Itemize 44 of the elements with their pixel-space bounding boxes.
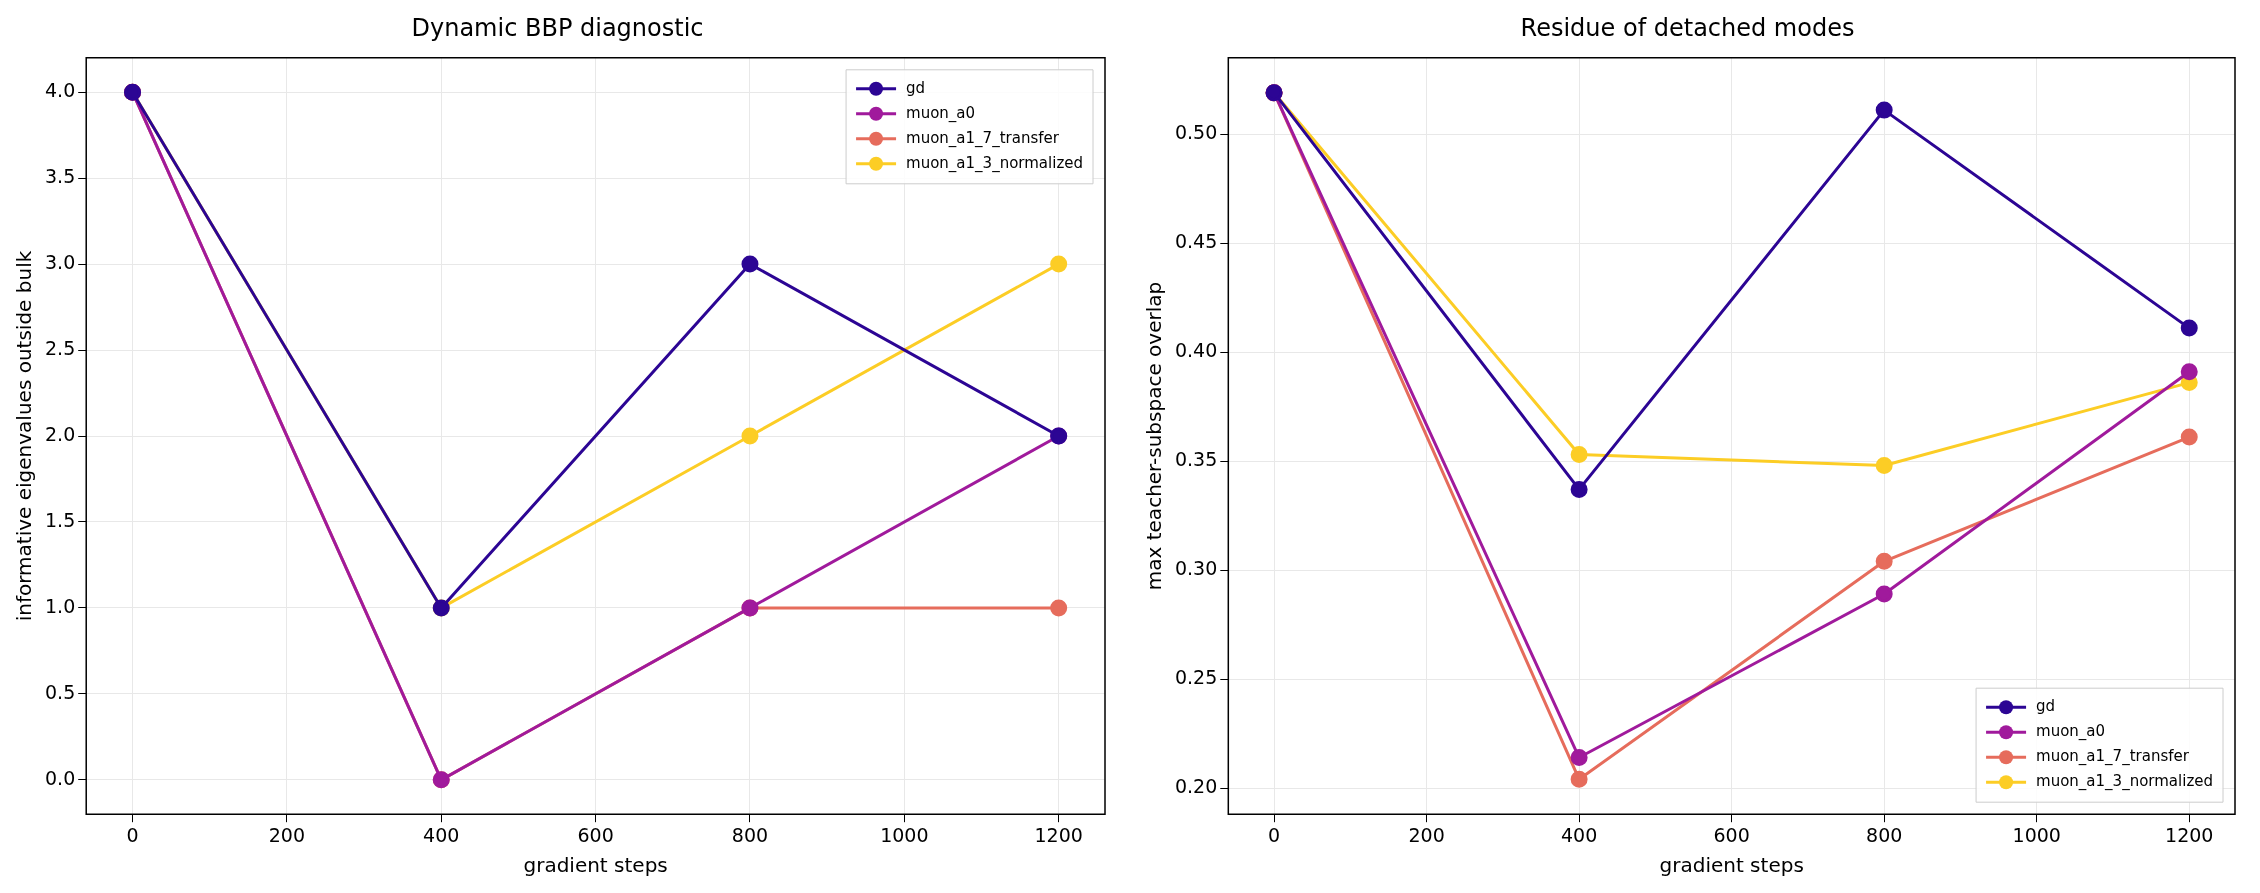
- x-tick-label: 200: [268, 823, 306, 846]
- y-tick-label: 1.0: [45, 594, 76, 617]
- y-tick-label: 4.0: [45, 79, 76, 102]
- legend-label: gd: [2036, 697, 2056, 716]
- y-axis-title: max teacher-subspace overlap: [1142, 281, 1167, 591]
- legend-label: muon_a1_3_normalized: [906, 153, 1084, 173]
- legend-label: muon_a1_7_transfer: [906, 128, 1060, 148]
- x-tick-label: 1200: [1034, 823, 1083, 846]
- x-tick-label: 400: [1560, 823, 1598, 846]
- legend-label: muon_a0: [906, 103, 976, 123]
- x-tick-label: 200: [1408, 823, 1445, 846]
- y-tick-label: 0.25: [1174, 665, 1218, 688]
- x-tick-label: 600: [577, 823, 614, 846]
- x-tick-label: 800: [1866, 823, 1903, 846]
- y-tick-label: 2.5: [45, 336, 76, 359]
- x-tick-label: 600: [1713, 823, 1750, 846]
- y-axis-title: informative eigenvalues outside bulk: [12, 250, 37, 622]
- y-tick-label: 0.20: [1174, 774, 1218, 797]
- x-tick-label: 400: [423, 823, 460, 846]
- y-tick-label: 3.0: [45, 251, 76, 274]
- y-tick-label: 0.5: [45, 680, 76, 703]
- x-tick-label: 1000: [880, 823, 929, 846]
- x-tick-label: 1200: [2165, 823, 2214, 846]
- legend-label: muon_a1_3_normalized: [2036, 772, 2214, 792]
- legend-label: gd: [906, 78, 926, 97]
- y-tick-label: 0.0: [45, 766, 76, 789]
- x-axis-title: gradient steps: [1659, 853, 1804, 878]
- y-tick-label: 0.35: [1174, 448, 1218, 471]
- legend-label: muon_a0: [2036, 722, 2106, 742]
- x-axis-title: gradient steps: [523, 853, 668, 878]
- y-tick-label: 0.30: [1174, 557, 1218, 579]
- y-tick-label: 0.45: [1174, 230, 1218, 253]
- chart-title: Residue of detached modes: [1520, 13, 1855, 42]
- y-tick-label: 2.0: [45, 422, 76, 445]
- x-tick-label: 800: [731, 823, 769, 846]
- x-tick-label: 0: [1268, 823, 1281, 846]
- y-tick-label: 0.40: [1174, 339, 1218, 362]
- x-tick-label: 1000: [2012, 823, 2061, 846]
- y-tick-label: 0.50: [1174, 121, 1218, 144]
- x-tick-label: 0: [126, 823, 139, 846]
- legend-label: muon_a1_7_transfer: [2036, 747, 2190, 767]
- y-tick-label: 1.5: [45, 508, 76, 531]
- chart-title: Dynamic BBP diagnostic: [411, 13, 704, 42]
- y-tick-label: 3.5: [45, 165, 76, 188]
